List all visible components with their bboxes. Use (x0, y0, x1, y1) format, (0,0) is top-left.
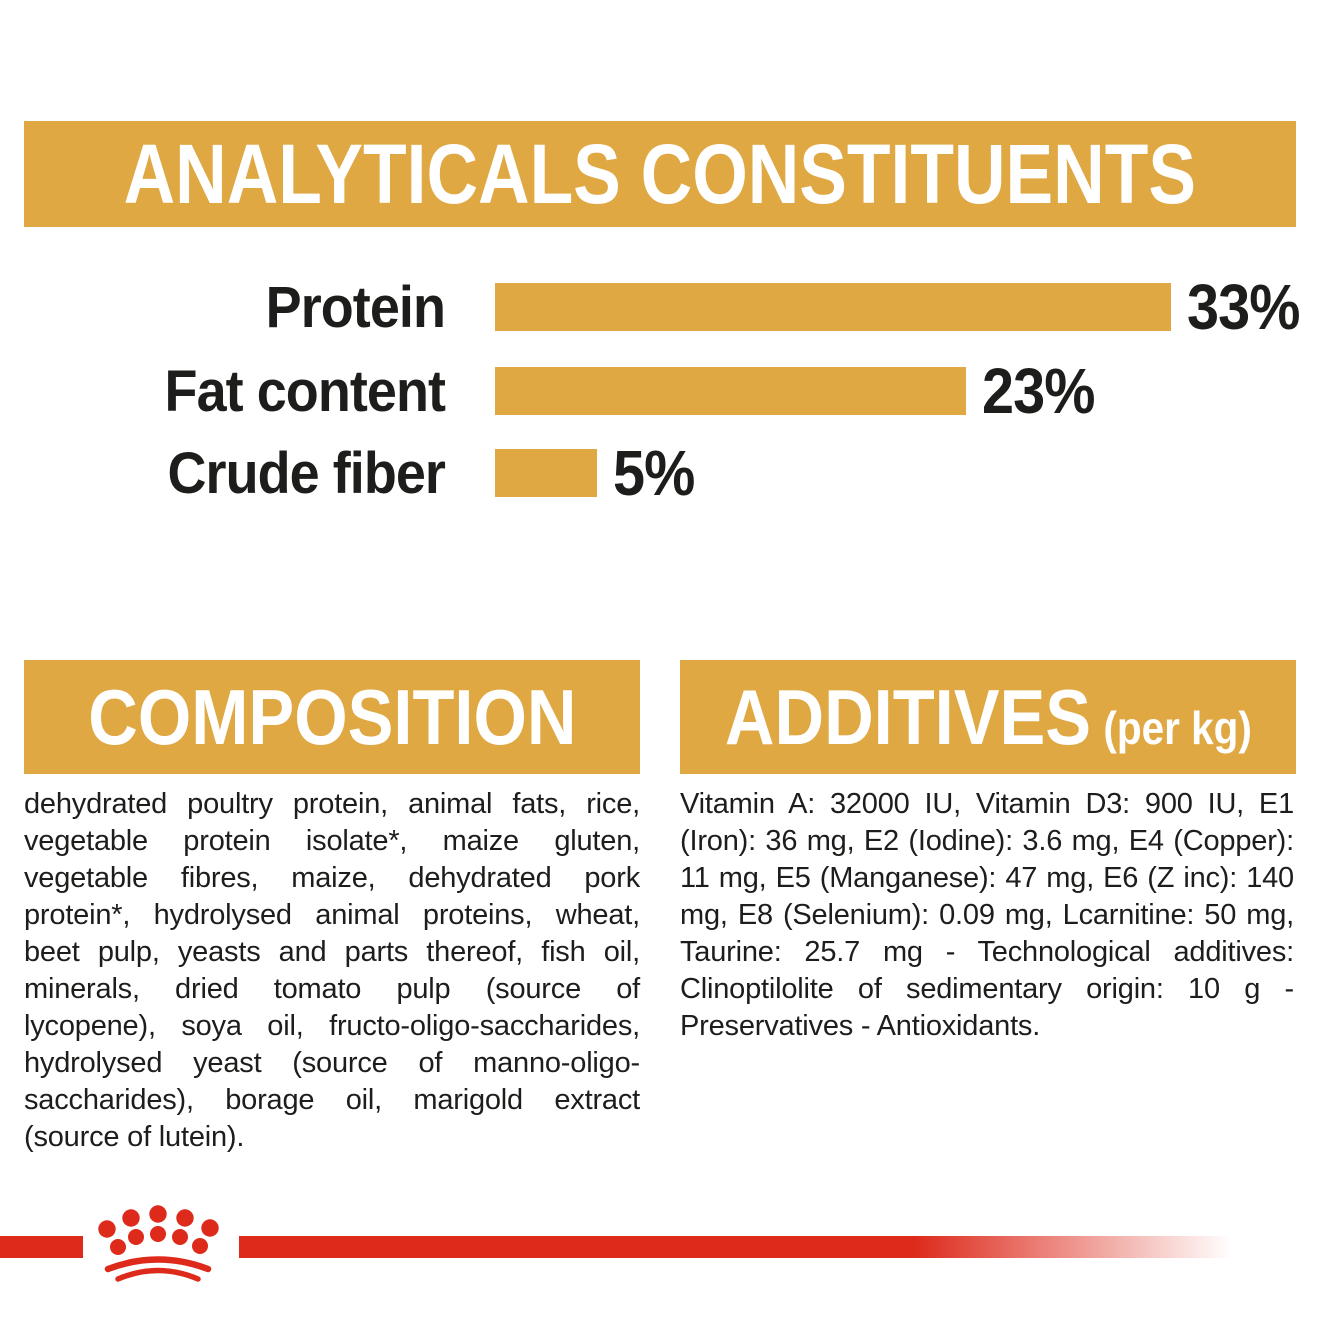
crown-dot (150, 1226, 166, 1242)
additives-title-text: ADDITIVES (724, 673, 1091, 761)
royal-canin-crown-logo (98, 1205, 219, 1282)
crown-dot (122, 1209, 140, 1227)
additives-header-band: ADDITIVES (per kg) (680, 660, 1296, 774)
bar-label: Fat content (164, 358, 446, 424)
header-band: ANALYTICALS CONSTITUENTS (24, 121, 1296, 227)
additives-unit-label: (per kg) (1103, 702, 1252, 754)
bar-label: Protein (265, 274, 446, 340)
additives-text: Vitamin A: 32000 IU, Vitamin D3: 900 IU,… (680, 788, 1294, 1042)
bar (495, 367, 966, 415)
bar-value: 23% (982, 355, 1095, 427)
composition-header-band: COMPOSITION (24, 660, 640, 774)
crown-dot (192, 1238, 208, 1254)
crown-dot (201, 1219, 219, 1237)
crown-dot (176, 1209, 194, 1227)
crown-arc (104, 1256, 212, 1273)
composition-text: dehydrated poultry protein, animal fats,… (24, 788, 640, 1153)
crown-dots (98, 1205, 219, 1255)
chart-row: Fat content 23% (0, 355, 1107, 427)
brand-stripe-right (239, 1236, 1232, 1258)
crown-dot (128, 1229, 144, 1245)
bar-value: 33% (1187, 271, 1300, 343)
crown-dot (149, 1205, 167, 1223)
bar (495, 449, 597, 497)
analyticals-bar-chart: Protein 33% Fat content 23% Crude fiber 5% (0, 0, 1320, 560)
crown-dot (172, 1229, 188, 1245)
additives-title: ADDITIVES (per kg) (725, 678, 1252, 756)
chart-row: Crude fiber 5% (0, 437, 704, 509)
crown-dot (98, 1220, 116, 1238)
composition-title: COMPOSITION (87, 673, 577, 761)
crown-arc (115, 1267, 201, 1282)
page-title: ANALYTICALS CONSTITUENTS (123, 127, 1197, 221)
bar-value: 5% (613, 437, 695, 509)
bar-label: Crude fiber (167, 440, 446, 506)
chart-row: Protein 33% (0, 271, 1312, 343)
crown-dot (110, 1239, 126, 1255)
crown-arcs (104, 1256, 212, 1282)
brand-stripe-left (0, 1236, 83, 1258)
bar (495, 283, 1171, 331)
